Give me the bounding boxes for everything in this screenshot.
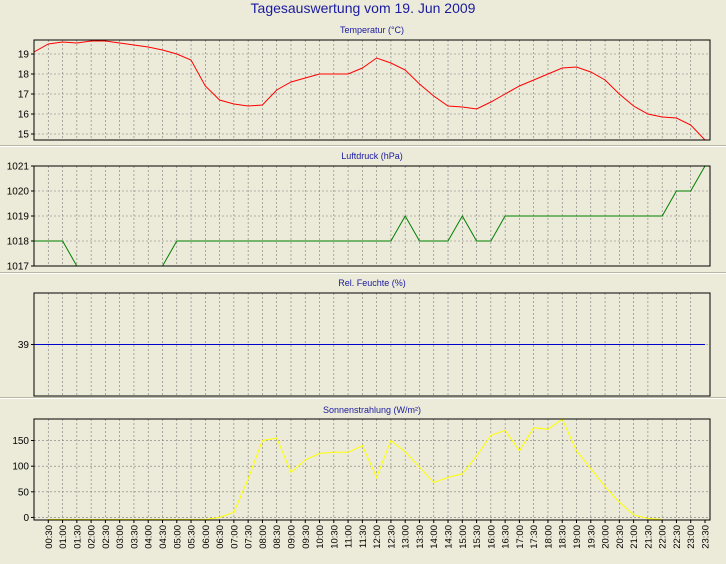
x-tick-label: 22:30 (672, 525, 683, 549)
x-tick-label: 18:30 (558, 525, 569, 549)
panel-divider (0, 397, 726, 399)
panel-title: Temperatur (°C) (340, 25, 404, 35)
x-tick-label: 19:30 (586, 525, 597, 549)
panel-title: Luftdruck (hPa) (341, 151, 403, 161)
x-tick-label: 10:00 (315, 525, 326, 549)
x-tick-label: 08:00 (258, 525, 269, 549)
y-tick-label: 1017 (7, 262, 30, 273)
y-tick-label: 1019 (7, 212, 30, 223)
x-tick-label: 19:00 (572, 525, 583, 549)
series-line (34, 165, 706, 267)
x-tick-label: 00:30 (44, 525, 55, 549)
x-tick-label: 18:00 (543, 525, 554, 549)
x-tick-label: 20:00 (601, 525, 612, 549)
y-tick-label: 19 (18, 50, 30, 61)
x-tick-label: 12:30 (386, 525, 397, 549)
x-tick-label: 10:30 (329, 525, 340, 549)
y-tick-label: 150 (12, 436, 29, 447)
x-tick-label: 02:30 (101, 525, 112, 549)
x-tick-label: 08:30 (272, 525, 283, 549)
y-tick-label: 39 (18, 340, 30, 351)
x-tick-label: 15:00 (458, 525, 469, 549)
x-tick-label: 05:00 (172, 525, 183, 549)
plot-border (33, 39, 711, 141)
x-tick-label: 17:00 (515, 525, 526, 549)
series-line (48, 418, 663, 520)
y-tick-label: 15 (18, 130, 30, 141)
x-tick-label: 07:30 (244, 525, 255, 549)
panel-title: Rel. Feuchte (%) (338, 278, 406, 288)
x-tick-label: 09:00 (286, 525, 297, 549)
plot-border (33, 418, 711, 521)
plot-area (34, 40, 710, 140)
plot-border (33, 292, 711, 397)
y-tick-label: 0 (23, 513, 29, 524)
y-tick-label: 17 (18, 90, 30, 101)
plot-border (33, 165, 711, 267)
x-tick-label: 05:30 (187, 525, 198, 549)
x-tick-label: 11:30 (358, 525, 369, 548)
x-tick-label: 16:30 (501, 525, 512, 549)
panel-divider (0, 145, 726, 147)
x-tick-label: 03:00 (115, 525, 126, 549)
y-tick-label: 100 (12, 462, 29, 473)
x-tick-label: 22:00 (658, 525, 669, 549)
panel-title: Sonnenstrahlung (W/m²) (323, 405, 421, 415)
series-line (33, 40, 706, 141)
x-tick-label: 15:30 (472, 525, 483, 549)
plot-area (34, 419, 710, 520)
x-tick-label: 04:30 (158, 525, 169, 549)
page-title: Tagesauswertung vom 19. Jun 2009 (250, 0, 476, 16)
x-tick-label: 23:30 (701, 525, 712, 549)
x-tick-label: 01:00 (58, 525, 69, 549)
x-tick-label: 02:00 (87, 525, 98, 549)
x-tick-label: 14:00 (429, 525, 440, 549)
x-tick-label: 13:00 (401, 525, 412, 549)
x-tick-label: 12:00 (372, 525, 383, 549)
x-tick-label: 09:30 (301, 525, 312, 549)
y-tick-label: 18 (18, 70, 30, 81)
y-tick-label: 1020 (7, 187, 30, 198)
y-tick-label: 16 (18, 110, 30, 121)
panel-divider (0, 272, 726, 274)
x-tick-label: 20:30 (615, 525, 626, 549)
x-tick-label: 14:30 (444, 525, 455, 549)
y-tick-label: 1021 (7, 162, 30, 173)
x-tick-label: 01:30 (72, 525, 83, 549)
x-tick-label: 11:00 (344, 525, 355, 548)
x-tick-label: 23:00 (686, 525, 697, 549)
y-tick-label: 50 (18, 487, 30, 498)
x-tick-label: 16:00 (486, 525, 497, 549)
x-tick-label: 06:30 (215, 525, 226, 549)
x-tick-label: 13:30 (415, 525, 426, 549)
x-tick-label: 04:00 (144, 525, 155, 549)
x-tick-label: 21:00 (629, 525, 640, 549)
x-tick-label: 03:30 (129, 525, 140, 549)
x-tick-label: 21:30 (643, 525, 654, 549)
y-tick-label: 1018 (7, 237, 30, 248)
x-tick-label: 17:30 (529, 525, 540, 549)
x-tick-label: 06:00 (201, 525, 212, 549)
x-tick-label: 07:00 (229, 525, 240, 549)
